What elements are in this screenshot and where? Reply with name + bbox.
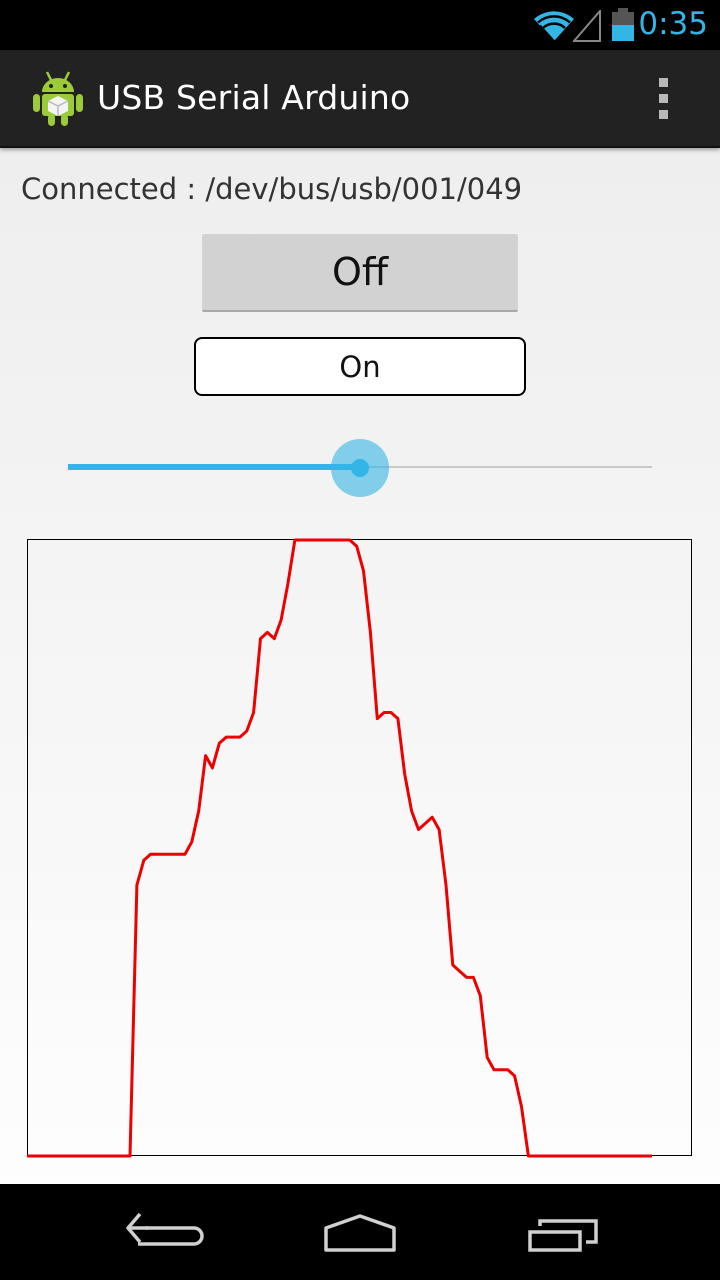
overflow-menu-icon[interactable] [648,78,678,122]
android-robot-icon [33,71,83,126]
connection-status: Connected : /dev/bus/usb/001/049 [21,172,523,206]
home-button[interactable] [290,1184,430,1280]
seekbar[interactable] [60,438,660,498]
recent-apps-button[interactable] [492,1184,632,1280]
app-title: USB Serial Arduino [97,78,411,117]
graph-plot [27,538,652,1158]
recent-apps-icon [528,1219,598,1252]
wifi-icon [534,11,574,42]
back-button[interactable] [90,1184,230,1280]
graph-line [27,538,652,1158]
graph-frame [27,539,692,1156]
status-bar: 0:35 [0,0,720,50]
on-button[interactable]: On [194,337,526,396]
seekbar-thumb[interactable] [331,439,389,497]
seekbar-thumb-dot [351,459,369,477]
seekbar-progress [68,464,360,470]
signal-icon [573,10,601,42]
back-icon [126,1212,204,1246]
home-icon [324,1214,396,1252]
action-bar: USB Serial Arduino [0,50,720,148]
battery-icon [612,8,634,41]
off-button[interactable]: Off [202,234,518,312]
status-time: 0:35 [638,6,708,42]
navigation-bar [0,1184,720,1280]
